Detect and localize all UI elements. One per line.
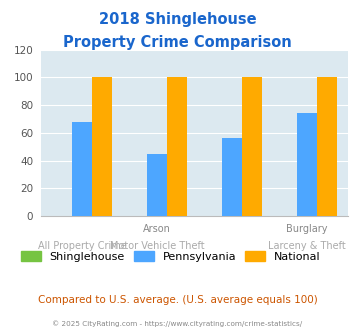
Text: Property Crime Comparison: Property Crime Comparison <box>63 35 292 50</box>
Text: Arson: Arson <box>143 224 171 234</box>
Legend: Shinglehouse, Pennsylvania, National: Shinglehouse, Pennsylvania, National <box>16 247 325 267</box>
Bar <box>296 114 317 216</box>
Text: Burglary: Burglary <box>286 224 327 234</box>
Bar <box>167 77 187 216</box>
Text: Motor Vehicle Theft: Motor Vehicle Theft <box>110 241 204 251</box>
Bar <box>242 77 262 216</box>
Bar <box>222 138 242 216</box>
Text: Larceny & Theft: Larceny & Theft <box>268 241 345 251</box>
Bar <box>317 77 337 216</box>
Bar <box>147 154 167 216</box>
Text: All Property Crime: All Property Crime <box>38 241 126 251</box>
Bar <box>92 77 112 216</box>
Text: © 2025 CityRating.com - https://www.cityrating.com/crime-statistics/: © 2025 CityRating.com - https://www.city… <box>53 321 302 327</box>
Bar <box>72 122 92 216</box>
Text: Compared to U.S. average. (U.S. average equals 100): Compared to U.S. average. (U.S. average … <box>38 295 317 305</box>
Text: 2018 Shinglehouse: 2018 Shinglehouse <box>99 12 256 26</box>
